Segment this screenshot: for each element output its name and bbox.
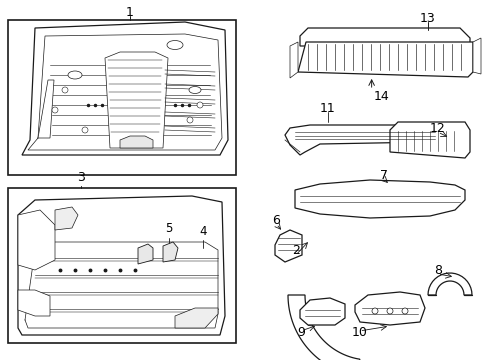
Text: 10: 10 <box>351 327 366 339</box>
Polygon shape <box>274 230 302 262</box>
Circle shape <box>82 127 88 133</box>
Polygon shape <box>289 42 297 78</box>
Polygon shape <box>427 273 471 295</box>
Polygon shape <box>163 242 178 262</box>
Text: 13: 13 <box>419 12 435 24</box>
Ellipse shape <box>68 71 82 79</box>
Ellipse shape <box>189 86 201 94</box>
Circle shape <box>197 102 203 108</box>
Text: 11: 11 <box>319 102 335 114</box>
Text: 5: 5 <box>164 222 172 235</box>
Text: 3: 3 <box>77 171 84 184</box>
Polygon shape <box>175 308 218 328</box>
Polygon shape <box>55 207 78 230</box>
Polygon shape <box>299 298 345 325</box>
Circle shape <box>401 308 407 314</box>
Text: 1: 1 <box>125 5 133 18</box>
Text: 2: 2 <box>291 243 299 257</box>
Polygon shape <box>287 295 359 360</box>
Polygon shape <box>22 22 227 155</box>
Ellipse shape <box>167 41 183 50</box>
Text: 12: 12 <box>429 122 445 135</box>
Circle shape <box>186 117 193 123</box>
Polygon shape <box>18 196 224 335</box>
Polygon shape <box>389 122 469 158</box>
Polygon shape <box>299 28 469 46</box>
Circle shape <box>62 87 68 93</box>
Circle shape <box>52 107 58 113</box>
Text: 14: 14 <box>373 90 388 103</box>
Polygon shape <box>138 244 153 264</box>
Bar <box>8 20 236 175</box>
Polygon shape <box>18 290 50 316</box>
Polygon shape <box>472 38 480 74</box>
Polygon shape <box>354 292 424 325</box>
Text: 9: 9 <box>296 327 304 339</box>
Bar <box>8 188 236 343</box>
Polygon shape <box>18 210 55 270</box>
Polygon shape <box>285 125 439 155</box>
Text: 4: 4 <box>199 225 206 238</box>
Text: 6: 6 <box>272 213 280 226</box>
Text: 8: 8 <box>433 264 441 276</box>
Circle shape <box>386 308 392 314</box>
Polygon shape <box>297 42 472 77</box>
Circle shape <box>371 308 377 314</box>
Polygon shape <box>105 52 168 148</box>
Polygon shape <box>120 136 153 148</box>
Text: 7: 7 <box>379 168 387 181</box>
Polygon shape <box>294 180 464 218</box>
Polygon shape <box>38 80 54 138</box>
